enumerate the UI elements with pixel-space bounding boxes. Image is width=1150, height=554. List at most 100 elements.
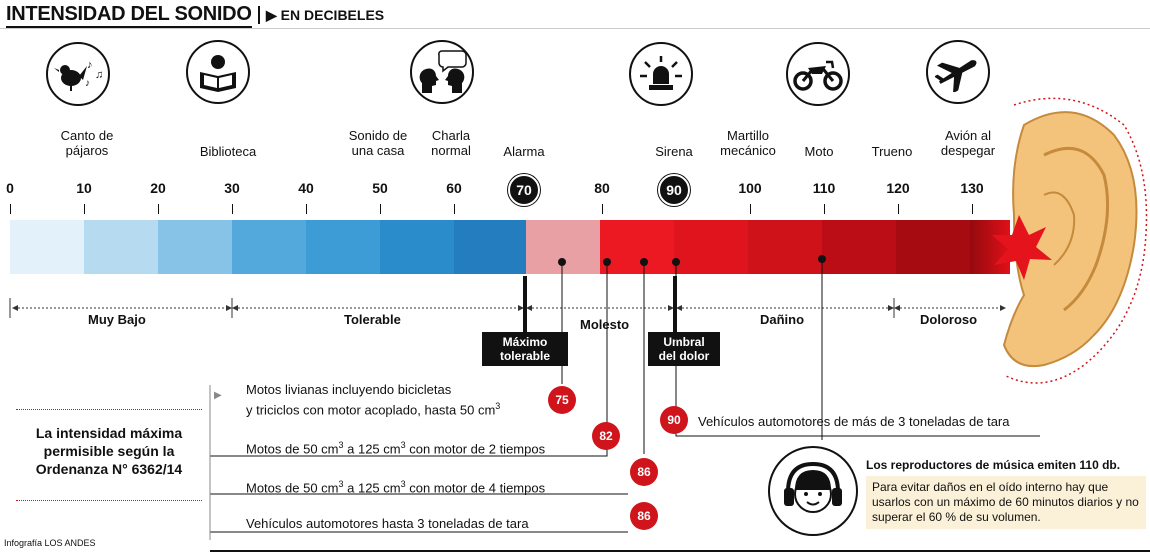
tick-mark — [380, 204, 381, 214]
label-charla-normal: Charla normal — [431, 128, 471, 158]
box-maximo-tolerable: Máximo tolerable — [482, 332, 568, 366]
bar-segment-50 — [380, 220, 454, 274]
music-advice: Para evitar daños en el oído interno hay… — [866, 476, 1146, 529]
dot-110 — [818, 255, 826, 263]
arrow-icon: ▶ — [214, 390, 222, 401]
item2-text-c: con motor de 2 tiempos — [405, 441, 546, 457]
music-headline: Los reproductores de música emiten 110 d… — [866, 458, 1121, 472]
bar-segment-130 — [970, 220, 1010, 274]
marker-90: 90 — [658, 174, 690, 206]
bar-segment-10 — [84, 220, 158, 274]
bar-segment-60 — [454, 220, 526, 274]
headphones-icon — [768, 446, 858, 536]
tick-mark — [306, 204, 307, 214]
page-subtitle: ▶ EN DECIBELES — [258, 6, 384, 24]
label-sonido-casa: Sonido de una casa — [348, 128, 408, 158]
bar-segment-30 — [232, 220, 306, 274]
bar-segment-110 — [822, 220, 896, 274]
tick-label: 100 — [738, 180, 762, 196]
ordinance-title: La intensidad máxima permisible según la… — [35, 425, 183, 477]
item2-sup-a: 3 — [338, 440, 344, 450]
value-badge-90: 90 — [660, 406, 688, 434]
label-sirena: Sirena — [655, 144, 693, 159]
siren-icon — [629, 42, 693, 106]
tick-mark — [10, 204, 11, 214]
ordinance-divider-bottom — [16, 500, 202, 501]
bird-icon: ♪ ♫ ♪ — [46, 42, 110, 106]
tick-mark — [158, 204, 159, 214]
bar-segment-0 — [10, 220, 84, 274]
tick-label: 80 — [594, 180, 610, 196]
airplane-icon — [926, 40, 990, 104]
threshold-line-70 — [523, 276, 527, 332]
item2-sup-b: 3 — [400, 440, 406, 450]
bar-segment-40 — [306, 220, 380, 274]
tick-label: 60 — [446, 180, 462, 196]
item3-text-b: a 125 cm — [343, 480, 401, 496]
ordinance-item-4: Vehículos automotores hasta 3 toneladas … — [246, 516, 529, 531]
bottom-rule — [210, 550, 1150, 552]
tick-label: 30 — [224, 180, 240, 196]
ordinance-item-2: Motos de 50 cm3 a 125 cm3 con motor de 2… — [246, 437, 545, 457]
item3-text-c: con motor de 4 tiempos — [405, 480, 546, 496]
tick-label: 0 — [6, 180, 14, 196]
dot-75 — [558, 258, 566, 266]
page-title: INTENSIDAD DEL SONIDO — [6, 2, 252, 28]
ordinance-item-3: Motos de 50 cm3 a 125 cm3 con motor de 4… — [246, 476, 545, 496]
ear-icon — [992, 97, 1148, 384]
header-divider — [0, 28, 1150, 29]
tick-mark — [84, 204, 85, 214]
tick-label: 20 — [150, 180, 166, 196]
label-biblioteca: Biblioteca — [199, 144, 257, 159]
tick-mark — [602, 204, 603, 214]
range-doloroso: Doloroso — [916, 312, 982, 327]
tick-label: 50 — [372, 180, 388, 196]
bar-segment-100 — [748, 220, 822, 274]
tick-mark — [972, 204, 973, 214]
item3-sup-b: 3 — [400, 479, 406, 489]
tick-mark — [232, 204, 233, 214]
svg-text:♫: ♫ — [95, 69, 103, 81]
bar-segment-90 — [674, 220, 748, 274]
motorcycle-icon — [786, 42, 850, 106]
reading-icon — [186, 40, 250, 104]
tick-mark — [898, 204, 899, 214]
subtitle-text: EN DECIBELES — [280, 7, 385, 23]
item1-line1: Motos livianas incluyendo bicicletas — [246, 382, 452, 397]
range-muy-bajo: Muy Bajo — [84, 312, 150, 327]
range-danino: Dañino — [756, 312, 809, 327]
tick-label: 120 — [886, 180, 910, 196]
label-moto: Moto — [804, 144, 834, 159]
item2-text-a: Motos de 50 cm — [246, 441, 339, 457]
talking-heads-icon — [410, 40, 474, 104]
svg-text:♪: ♪ — [87, 59, 93, 71]
ordinance-divider-top — [16, 409, 202, 410]
range-arrows — [9, 298, 1006, 318]
range-molesto: Molesto — [576, 317, 634, 332]
label-avion: Avión al despegar — [940, 128, 996, 158]
label-martillo: Martillo mecánico — [720, 128, 776, 158]
range-tolerable: Tolerable — [340, 312, 405, 327]
dot-86 — [640, 258, 648, 266]
bar-segment-20 — [158, 220, 232, 274]
bar-segment-120 — [896, 220, 970, 274]
value-badge-86-b: 86 — [630, 502, 658, 530]
box-umbral-dolor: Umbral del dolor — [648, 332, 720, 366]
label-canto-pajaros: Canto de pájaros — [60, 128, 114, 158]
connector-lines — [209, 260, 1040, 540]
item1-sup: 3 — [495, 401, 501, 411]
threshold-line-90 — [673, 276, 677, 332]
item1-line2: y triciclos con motor acoplado, hasta 50… — [246, 402, 496, 418]
label-alarma: Alarma — [503, 144, 545, 159]
dot-90 — [672, 258, 680, 266]
ordinance-item-1: Motos livianas incluyendo bicicletas y t… — [246, 382, 500, 418]
tick-label: 130 — [960, 180, 984, 196]
value-badge-86-a: 86 — [630, 458, 658, 486]
ordinance-item-5: Vehículos automotores de más de 3 tonela… — [698, 414, 1010, 429]
item3-sup-a: 3 — [338, 479, 344, 489]
item2-text-b: a 125 cm — [343, 441, 401, 457]
credit: Infografía LOS ANDES — [4, 538, 96, 548]
value-badge-75: 75 — [548, 386, 576, 414]
tick-label: 10 — [76, 180, 92, 196]
marker-70: 70 — [508, 174, 540, 206]
